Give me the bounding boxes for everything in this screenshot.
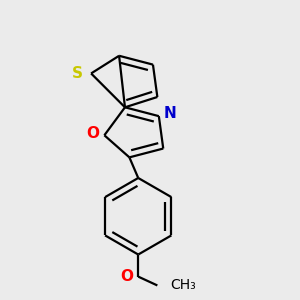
Text: O: O (87, 126, 100, 141)
Text: O: O (121, 269, 134, 284)
Text: S: S (72, 66, 83, 81)
Text: CH₃: CH₃ (171, 278, 196, 292)
Text: N: N (164, 106, 176, 121)
